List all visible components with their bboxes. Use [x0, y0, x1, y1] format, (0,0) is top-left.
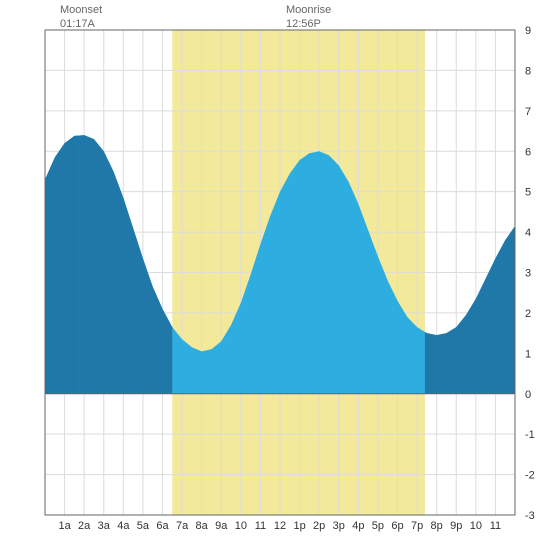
moonset-title: Moonset: [60, 3, 102, 17]
svg-text:9p: 9p: [450, 520, 462, 532]
svg-text:8: 8: [525, 65, 531, 77]
tide-chart: Moonset 01:17A Moonrise 12:56P 1a2a3a4a5…: [0, 0, 550, 550]
svg-text:0: 0: [525, 389, 531, 401]
moonrise-time: 12:56P: [286, 17, 331, 31]
svg-text:5: 5: [525, 187, 531, 199]
moonset-annotation: Moonset 01:17A: [60, 3, 102, 32]
svg-text:4p: 4p: [352, 520, 364, 532]
moonrise-annotation: Moonrise 12:56P: [286, 3, 331, 32]
svg-text:5a: 5a: [137, 520, 150, 532]
svg-text:-1: -1: [525, 429, 535, 441]
svg-text:12: 12: [274, 520, 286, 532]
chart-svg: 1a2a3a4a5a6a7a8a9a1011121p2p3p4p5p6p7p8p…: [0, 0, 550, 550]
svg-text:2: 2: [525, 308, 531, 320]
svg-text:5p: 5p: [372, 520, 384, 532]
svg-text:11: 11: [255, 520, 266, 532]
svg-text:3a: 3a: [98, 520, 111, 532]
svg-text:-3: -3: [525, 510, 535, 522]
svg-text:1a: 1a: [58, 520, 71, 532]
svg-text:2a: 2a: [78, 520, 91, 532]
svg-text:3p: 3p: [333, 520, 345, 532]
svg-text:8p: 8p: [431, 520, 443, 532]
svg-text:7: 7: [525, 106, 531, 118]
svg-text:10: 10: [235, 520, 247, 532]
svg-text:10: 10: [470, 520, 482, 532]
moonset-time: 01:17A: [60, 17, 102, 31]
svg-text:6p: 6p: [391, 520, 403, 532]
svg-text:7a: 7a: [176, 520, 189, 532]
svg-text:-2: -2: [525, 470, 535, 482]
svg-text:9: 9: [525, 25, 531, 37]
svg-text:6: 6: [525, 146, 531, 158]
svg-text:4a: 4a: [117, 520, 130, 532]
svg-text:9a: 9a: [215, 520, 228, 532]
svg-text:4: 4: [525, 227, 531, 239]
svg-text:1: 1: [525, 348, 531, 360]
svg-text:11: 11: [490, 520, 501, 532]
svg-text:6a: 6a: [156, 520, 169, 532]
moonrise-title: Moonrise: [286, 3, 331, 17]
svg-text:7p: 7p: [411, 520, 423, 532]
svg-text:8a: 8a: [196, 520, 209, 532]
svg-text:2p: 2p: [313, 520, 325, 532]
svg-text:3: 3: [525, 268, 531, 280]
svg-text:1p: 1p: [293, 520, 305, 532]
